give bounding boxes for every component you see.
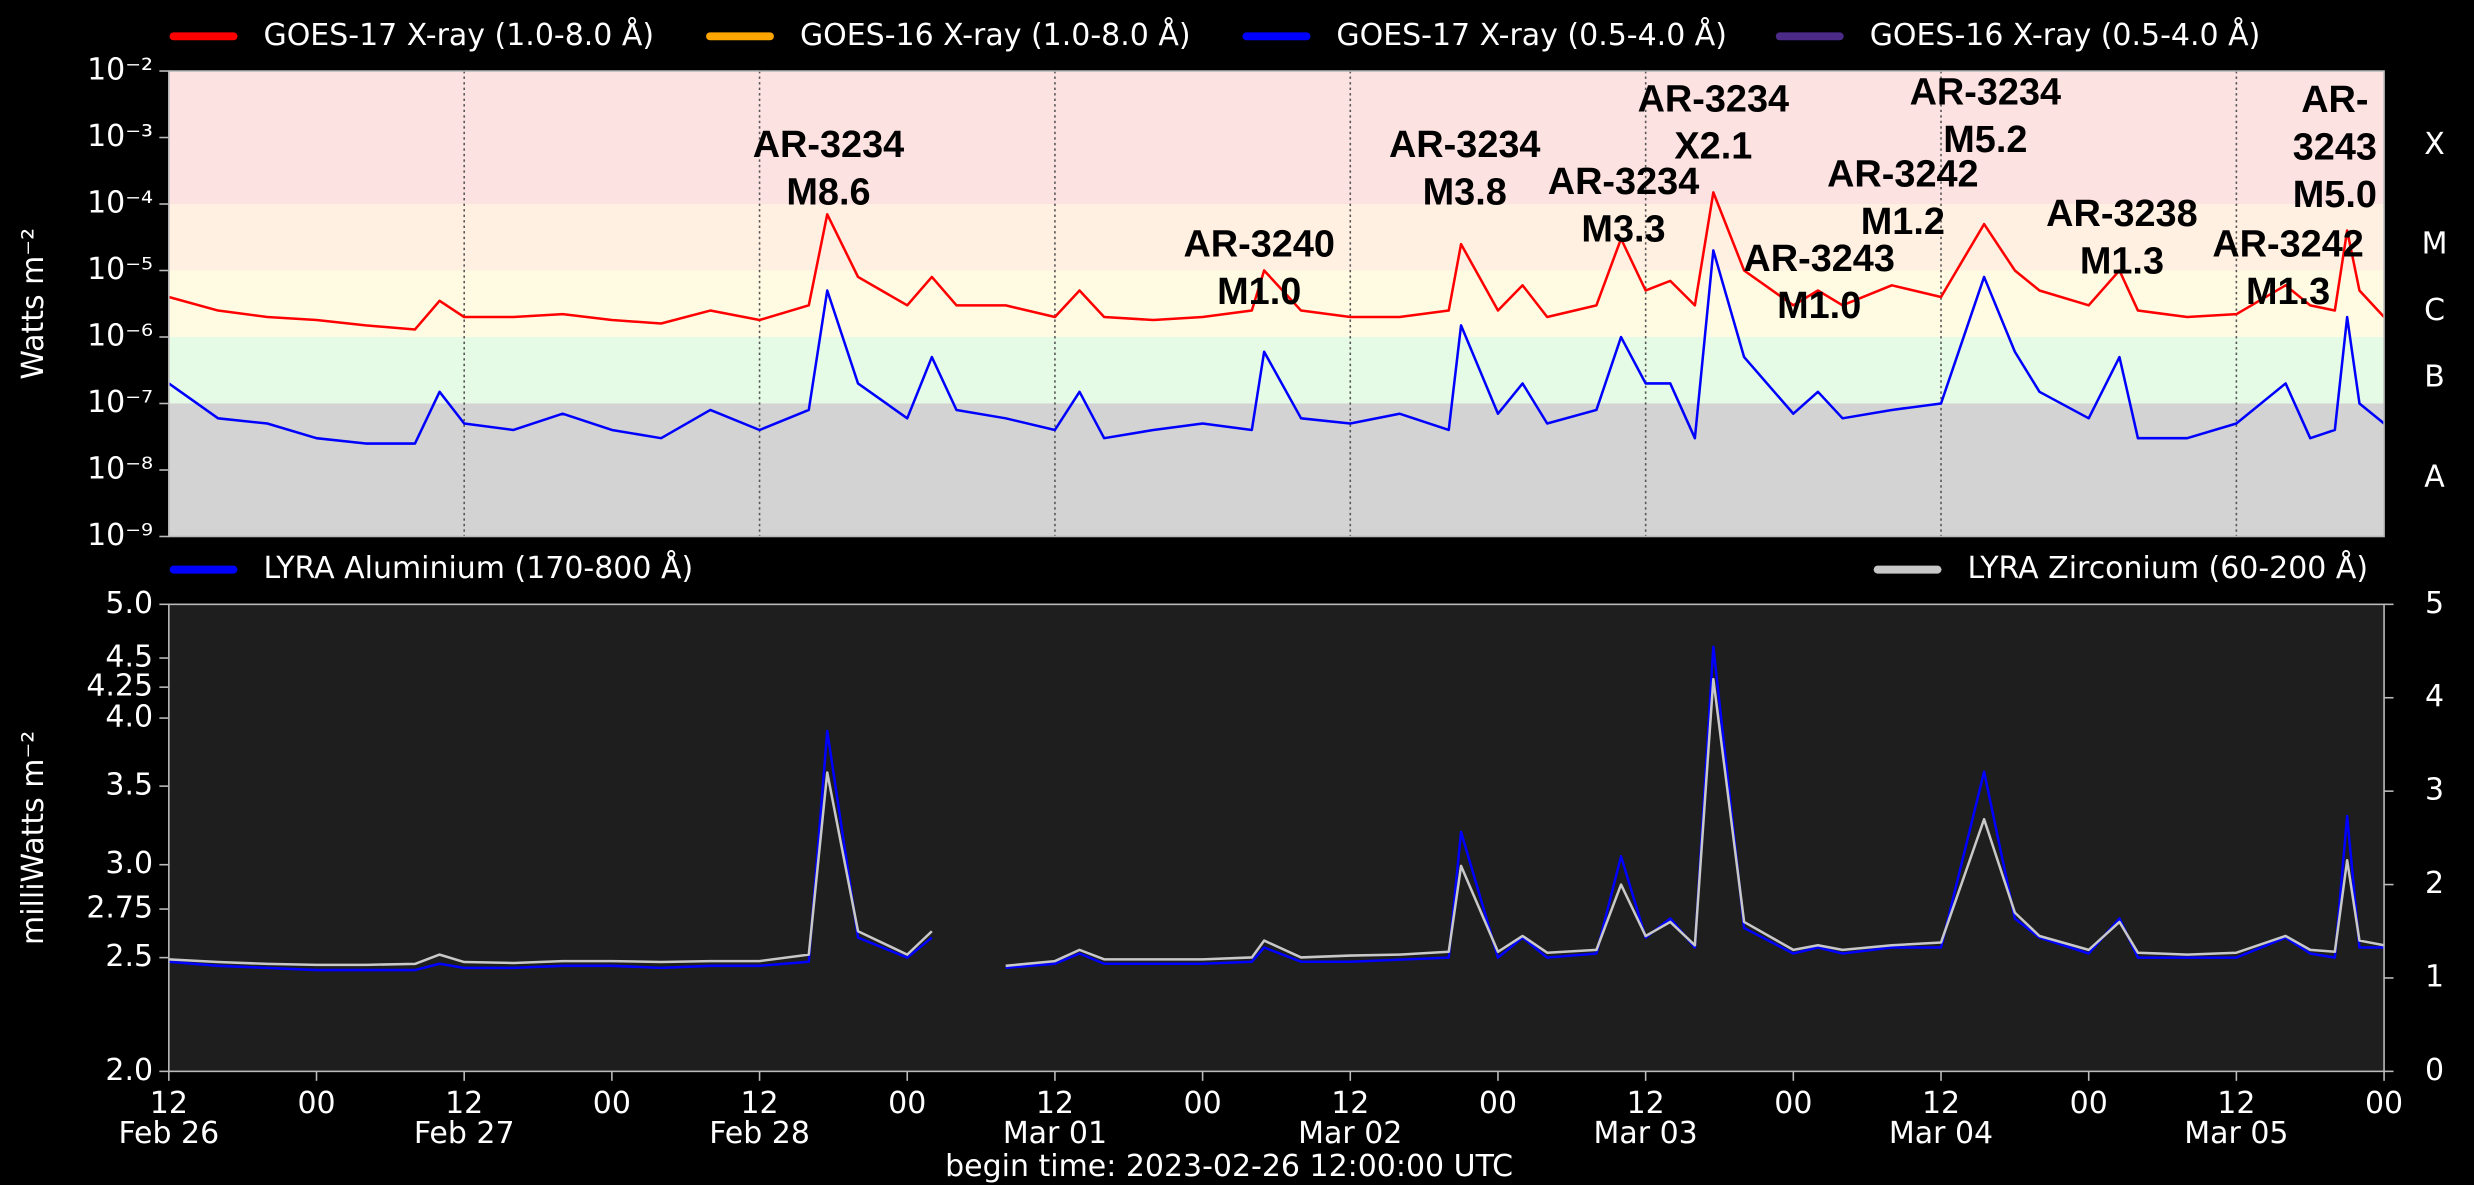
y2-tick-label: 4 (2425, 679, 2444, 714)
y-tick-label: 10⁻⁸ (87, 451, 153, 486)
flare-annotation: AR-3238 (2046, 193, 2198, 235)
y-tick-label: 10⁻⁷ (87, 385, 153, 420)
legend-label: GOES-17 X-ray (0.5-4.0 Å) (1336, 17, 1727, 53)
plot-frame (168, 603, 2385, 1073)
series-line (168, 249, 2385, 445)
plot-frame (168, 70, 2385, 538)
y-tick-label: 10⁻⁴ (87, 186, 153, 221)
y-tick-label: 4.0 (105, 700, 153, 735)
legend-label: LYRA Zirconium (60-200 Å) (1968, 550, 2369, 586)
x-date-label: Mar 04 (1889, 1116, 1993, 1151)
class-band (168, 71, 2385, 205)
x-tick-label: 00 (1774, 1086, 1812, 1121)
class-label: A (2424, 459, 2445, 494)
flare-annotation: M5.0 (2293, 174, 2377, 216)
flare-annotation: M1.3 (2080, 240, 2164, 282)
series-line (168, 191, 2385, 331)
x-tick-label: 12 (2217, 1086, 2255, 1121)
class-label: C (2424, 293, 2445, 328)
y-tick-label: 4.5 (105, 640, 153, 675)
flare-annotation: M3.8 (1423, 171, 1507, 213)
flare-annotation: M5.2 (1943, 119, 2027, 161)
x-date-label: Mar 03 (1594, 1116, 1698, 1151)
x-date-label: Feb 28 (709, 1116, 810, 1151)
x-tick-label: 12 (445, 1086, 483, 1121)
flare-annotation: AR-3234 (753, 124, 905, 166)
y-tick-label: 10⁻⁹ (87, 518, 153, 553)
flare-annotation: AR-3240 (1183, 223, 1335, 265)
flare-annotation: AR- (2301, 79, 2368, 121)
x-tick-label: 00 (2365, 1086, 2403, 1121)
class-band (168, 204, 2385, 271)
legend-label: GOES-16 X-ray (1.0-8.0 Å) (800, 17, 1191, 53)
y2-tick-label: 1 (2425, 959, 2444, 994)
y-tick-label: 4.25 (86, 669, 153, 704)
class-label: M (2422, 227, 2448, 262)
series-line (168, 677, 2385, 968)
class-band (168, 403, 2385, 537)
x-tick-label: 12 (1036, 1086, 1074, 1121)
y-tick-label: 10⁻² (87, 53, 153, 88)
y-axis-title: milliWatts m⁻² (16, 731, 51, 945)
legend-label: LYRA Aluminium (170-800 Å) (263, 550, 693, 586)
x-tick-label: 00 (297, 1086, 335, 1121)
flare-annotation: AR-3234 (1548, 161, 1700, 203)
y-tick-label: 10⁻³ (87, 119, 153, 154)
x-date-label: Feb 26 (118, 1116, 219, 1151)
x-tick-label: 12 (1331, 1086, 1369, 1121)
x-tick-label: 12 (740, 1086, 778, 1121)
flare-annotation: M3.3 (1581, 208, 1665, 250)
flare-annotation: AR-3243 (1743, 238, 1895, 280)
x-tick-label: 12 (1922, 1086, 1960, 1121)
y-tick-label: 5.0 (105, 586, 153, 621)
x-tick-label: 12 (150, 1086, 188, 1121)
flare-annotation: M1.0 (1217, 271, 1301, 313)
flare-annotation: AR-3242 (2212, 223, 2364, 265)
x-tick-label: 00 (593, 1086, 631, 1121)
y2-tick-label: 0 (2425, 1053, 2444, 1088)
y-tick-label: 10⁻⁶ (87, 319, 153, 354)
y-axis-title: Watts m⁻² (16, 228, 51, 380)
y-tick-label: 2.5 (105, 939, 153, 974)
x-date-label: Mar 01 (1003, 1116, 1107, 1151)
y2-tick-label: 3 (2425, 773, 2444, 808)
y2-tick-label: 5 (2425, 586, 2444, 621)
plot-background (168, 604, 2385, 1072)
y-tick-label: 10⁻⁵ (87, 252, 153, 287)
x-tick-label: 12 (1627, 1086, 1665, 1121)
y-tick-label: 3.5 (105, 768, 153, 803)
x-tick-label: 00 (888, 1086, 926, 1121)
x-date-label: Mar 05 (2184, 1116, 2288, 1151)
x-tick-label: 00 (1479, 1086, 1517, 1121)
flare-annotation: M8.6 (786, 171, 870, 213)
class-label: X (2424, 127, 2445, 162)
legend-label: GOES-17 X-ray (1.0-8.0 Å) (263, 17, 654, 53)
flare-annotation: M1.2 (1861, 201, 1945, 243)
flare-annotation: AR-3242 (1827, 153, 1979, 195)
class-band (168, 270, 2385, 338)
y-tick-label: 2.75 (86, 891, 153, 926)
x-tick-label: 00 (2070, 1086, 2108, 1121)
x-tick-label: 00 (1184, 1086, 1222, 1121)
class-label: B (2424, 360, 2445, 395)
y-tick-label: 2.0 (105, 1053, 153, 1088)
x-axis-title: begin time: 2023-02-26 12:00:00 UTC (945, 1149, 1513, 1184)
y-tick-label: 3.0 (105, 846, 153, 881)
flare-annotation: M1.0 (1777, 285, 1861, 327)
x-date-label: Feb 27 (414, 1116, 515, 1151)
x-date-label: Mar 02 (1298, 1116, 1402, 1151)
flare-annotation: AR-3234 (1910, 72, 2062, 114)
class-band (168, 337, 2385, 404)
flare-annotation: M1.3 (2246, 271, 2330, 313)
flare-annotation: AR-3234 (1638, 78, 1790, 120)
legend-label: GOES-16 X-ray (0.5-4.0 Å) (1870, 17, 2261, 53)
y2-tick-label: 2 (2425, 866, 2444, 901)
flare-annotation: 3243 (2293, 127, 2377, 169)
flare-annotation: AR-3234 (1389, 124, 1541, 166)
flare-annotation: X2.1 (1674, 126, 1752, 168)
